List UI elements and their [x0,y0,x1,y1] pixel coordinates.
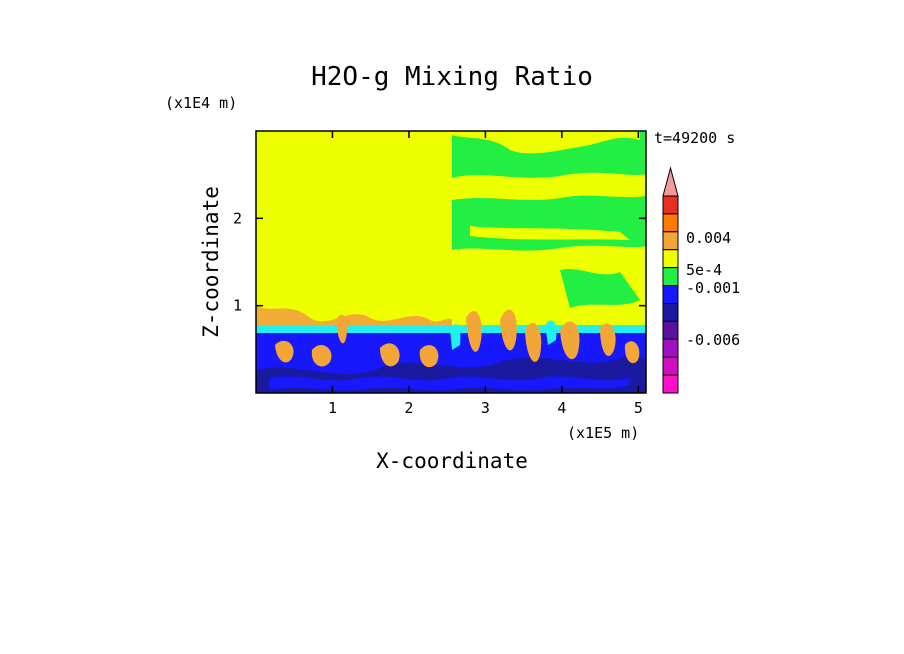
colorbar-level [662,231,679,251]
colorbar-level [662,195,679,215]
x-tick-label: 2 [404,399,413,417]
colorbar-level [662,267,679,287]
x-tick-label: 3 [481,399,490,417]
colorbar-labels: 0.004 5e-4-0.001 -0.006 [686,229,740,349]
yellow-patch-3 [452,131,640,154]
heatmap-field [256,131,646,393]
y-unit-label: (x1E4 m) [165,94,237,112]
yellow-patch-4 [470,226,630,240]
y-axis: 12 [233,209,646,315]
y-axis-label: Z-coordinate [199,186,223,338]
colorbar-level [662,302,679,322]
colorbar-level [662,374,679,394]
green-band-1 [452,205,646,212]
colorbar-frame [662,195,679,394]
colorbar-level [662,356,679,376]
colorbar-label: 5e-4 [686,261,722,279]
yellow-mix-left [256,300,452,322]
colorbar-label: -0.006 [686,331,740,349]
plumes [275,309,640,368]
colorbar-label: -0.001 [686,279,740,297]
x-unit-label: (x1E5 m) [567,424,639,442]
plumes-cyan [450,320,557,350]
colorbar-level [662,320,679,340]
colorbar-label: 0.004 [686,229,731,247]
chart-title: H2O-g Mixing Ratio [311,62,593,92]
green-patch-1 [560,268,640,308]
time-label: t=49200 s [654,129,735,147]
colorbar-level [662,285,679,304]
x-tick-label: 4 [557,399,566,417]
colorbar-arrow [662,166,679,197]
y-tick-label: 2 [233,209,242,227]
x-axis: 1 2 3 4 5 [328,131,643,417]
green-band-2 [452,218,646,224]
x-tick-label: 1 [328,399,337,417]
colorbar [662,166,679,394]
dark-streak-2 [270,376,630,391]
x-axis-label: X-coordinate [376,449,528,473]
y-tick-label: 1 [233,297,242,315]
yellow-patch-2 [452,172,646,200]
colorbar-level [662,213,679,233]
yellow-patch-1 [452,245,646,333]
plot-frame [255,130,647,394]
colorbar-level [662,249,679,269]
x-tick-label: 5 [634,399,643,417]
colorbar-level [662,338,679,358]
